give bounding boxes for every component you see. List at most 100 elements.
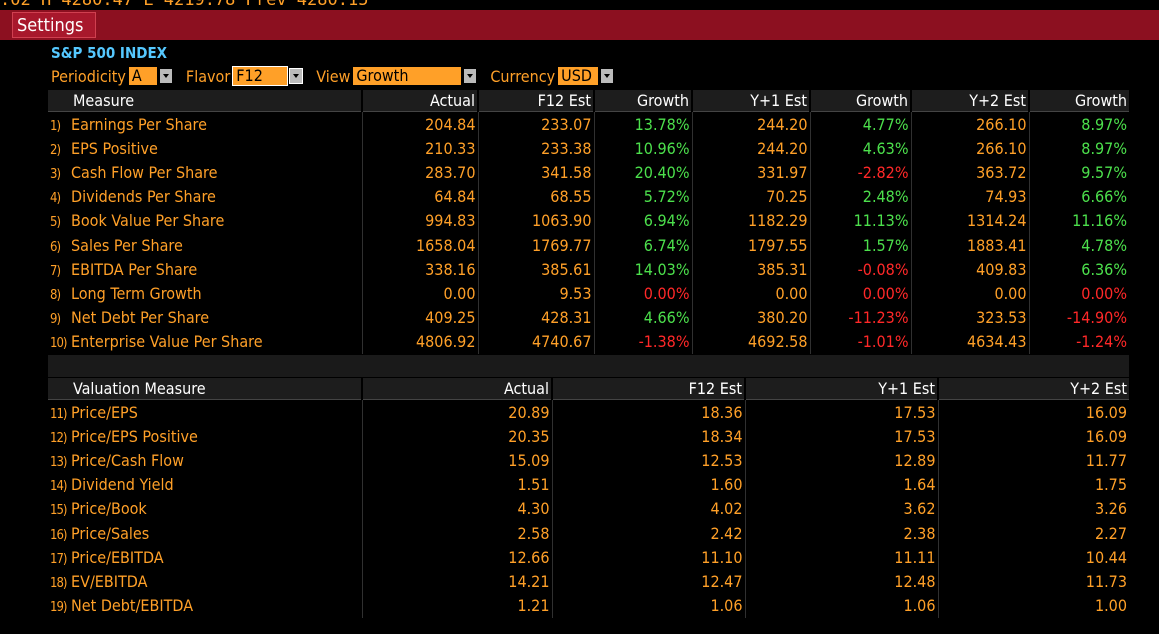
col-header-f12-est[interactable]: F12 Est: [477, 90, 594, 112]
col-header-y1-est[interactable]: Y+1 Est: [691, 90, 810, 112]
valuation-name[interactable]: Price/EBITDA: [71, 547, 164, 567]
measure-name-cell[interactable]: 10) Enterprise Value Per Share: [48, 330, 362, 354]
measure-name[interactable]: Long Term Growth: [71, 283, 202, 303]
valuation-name[interactable]: Net Debt/EBITDA: [71, 596, 194, 616]
measure-name-cell[interactable]: 9) Net Debt Per Share: [48, 306, 362, 330]
col-header-actual[interactable]: Actual: [361, 90, 478, 112]
periodicity-dropdown[interactable]: A: [128, 67, 172, 85]
table-row[interactable]: 11) Price/EPS 20.89 18.36 17.53 16.09: [48, 399, 1129, 425]
measure-name-cell[interactable]: 8) Long Term Growth: [48, 281, 362, 305]
chevron-down-icon[interactable]: [601, 69, 614, 83]
measure-name-cell[interactable]: 6) Sales Per Share: [48, 233, 362, 257]
valuation-name-cell[interactable]: 19) Net Debt/EBITDA: [48, 594, 362, 618]
col-header-actual[interactable]: Actual: [361, 378, 552, 400]
valuation-name[interactable]: Price/Book: [71, 499, 147, 519]
table-row[interactable]: 3) Cash Flow Per Share 283.70 341.58 20.40% 3…: [48, 160, 1129, 185]
growth-cell: 13.78%: [593, 111, 692, 137]
f12-est-cell: 12.47: [551, 569, 745, 594]
f12-est-cell: 1.06: [551, 593, 745, 618]
table-row[interactable]: 4) Dividends Per Share 64.84 68.55 5.72% 70.2…: [48, 184, 1129, 209]
valuation-name-cell[interactable]: 11) Price/EPS: [48, 400, 362, 425]
valuation-name-cell[interactable]: 17) Price/EBITDA: [48, 545, 362, 569]
measure-name[interactable]: Book Value Per Share: [71, 211, 225, 231]
measure-name-cell[interactable]: 3) Cash Flow Per Share: [48, 160, 362, 184]
f12-est-cell: 2.42: [551, 520, 745, 546]
y2-est-cell: 2.27: [937, 520, 1129, 546]
measure-name[interactable]: Net Debt Per Share: [71, 308, 210, 328]
measure-name-cell[interactable]: 1) Earnings Per Share: [48, 112, 362, 137]
table-row[interactable]: 12) Price/EPS Positive 20.35 18.34 17.53 16.0…: [48, 424, 1129, 449]
table-row[interactable]: 18) EV/EBITDA 14.21 12.47 12.48 11.73: [48, 569, 1129, 594]
y1-est-cell: 12.48: [744, 569, 938, 594]
table-row[interactable]: 8) Long Term Growth 0.00 9.53 0.00% 0.00 0.00%…: [48, 281, 1129, 306]
actual-cell: 409.25: [361, 305, 478, 330]
growth-cell: -1.38%: [593, 329, 692, 354]
measure-name[interactable]: Earnings Per Share: [71, 114, 207, 134]
flavor-dropdown[interactable]: F12: [232, 66, 304, 86]
table-row[interactable]: 16) Price/Sales 2.58 2.42 2.38 2.27: [48, 520, 1129, 546]
y2-est-cell: 3.26: [937, 496, 1129, 521]
col-header-y2-est[interactable]: Y+2 Est: [910, 90, 1029, 112]
col-header-growth[interactable]: Growth: [809, 90, 911, 112]
table-row[interactable]: 1) Earnings Per Share 204.84 233.07 13.78% 24…: [48, 111, 1129, 137]
valuation-name[interactable]: Price/EPS: [71, 402, 138, 422]
currency-dropdown[interactable]: USD: [558, 67, 614, 85]
chevron-down-icon[interactable]: [289, 68, 304, 84]
y2-est-cell: 363.72: [910, 160, 1029, 185]
settings-button[interactable]: Settings: [12, 12, 96, 38]
col-header-f12-est[interactable]: F12 Est: [551, 378, 745, 400]
valuation-name-cell[interactable]: 13) Price/Cash Flow: [48, 448, 362, 472]
valuation-name-cell[interactable]: 12) Price/EPS Positive: [48, 424, 362, 448]
col-header-growth[interactable]: Growth: [593, 90, 692, 112]
valuation-name[interactable]: Price/Sales: [71, 523, 150, 543]
chevron-down-icon[interactable]: [159, 69, 172, 83]
growth-cell: 8.97%: [1028, 111, 1129, 137]
currency-value[interactable]: USD: [558, 67, 599, 85]
actual-cell: 2.58: [361, 520, 552, 546]
valuation-name[interactable]: EV/EBITDA: [71, 571, 148, 591]
table-row[interactable]: 17) Price/EBITDA 12.66 11.10 11.11 10.44: [48, 545, 1129, 570]
col-header-measure[interactable]: Measure: [48, 90, 362, 112]
measure-name[interactable]: EBITDA Per Share: [71, 259, 198, 279]
col-header-valuation-measure[interactable]: Valuation Measure: [48, 378, 362, 400]
valuation-name-cell[interactable]: 14) Dividend Yield: [48, 473, 362, 497]
valuation-name[interactable]: Dividend Yield: [71, 475, 174, 495]
valuation-name-cell[interactable]: 16) Price/Sales: [48, 521, 362, 545]
view-dropdown[interactable]: Growth: [353, 67, 477, 85]
valuation-name[interactable]: Price/EPS Positive: [71, 426, 198, 446]
y1-est-cell: 70.25: [691, 184, 810, 209]
table-row[interactable]: 9) Net Debt Per Share 409.25 428.31 4.66% 380…: [48, 305, 1129, 330]
table-row[interactable]: 14) Dividend Yield 1.51 1.60 1.64 1.75: [48, 472, 1129, 497]
table-row[interactable]: 13) Price/Cash Flow 15.09 12.53 12.89 11.77: [48, 448, 1129, 473]
measure-name[interactable]: Cash Flow Per Share: [71, 162, 218, 182]
table-row[interactable]: 10) Enterprise Value Per Share 4806.92 4740…: [48, 329, 1129, 354]
table-row[interactable]: 6) Sales Per Share 1658.04 1769.77 6.74% 1797…: [48, 232, 1129, 258]
measure-name-cell[interactable]: 4) Dividends Per Share: [48, 185, 362, 209]
col-header-growth[interactable]: Growth: [1028, 90, 1129, 112]
table-row[interactable]: 2) EPS Positive 210.33 233.38 10.96% 244.20 4.…: [48, 136, 1129, 161]
measure-name[interactable]: Dividends Per Share: [71, 187, 216, 207]
valuation-name-cell[interactable]: 18) EV/EBITDA: [48, 569, 362, 593]
measure-name[interactable]: Sales Per Share: [71, 235, 183, 255]
measure-name-cell[interactable]: 2) EPS Positive: [48, 136, 362, 160]
table-row[interactable]: 5) Book Value Per Share 994.83 1063.90 6.94%…: [48, 208, 1129, 233]
view-value[interactable]: Growth: [353, 67, 462, 85]
table-row[interactable]: 19) Net Debt/EBITDA 1.21 1.06 1.06 1.00: [48, 593, 1129, 618]
table-row[interactable]: 7) EBITDA Per Share 338.16 385.61 14.03% 385.…: [48, 257, 1129, 282]
periodicity-value[interactable]: A: [128, 67, 157, 85]
row-number: 16): [50, 527, 67, 543]
row-number: 19): [50, 600, 67, 616]
actual-cell: 14.21: [361, 569, 552, 594]
measure-name-cell[interactable]: 7) EBITDA Per Share: [48, 257, 362, 281]
valuation-header-row: Valuation Measure Actual F12 Est Y+1 Est…: [48, 378, 1129, 400]
measure-name-cell[interactable]: 5) Book Value Per Share: [48, 209, 362, 233]
valuation-name[interactable]: Price/Cash Flow: [71, 450, 184, 470]
chevron-down-icon[interactable]: [464, 69, 477, 83]
table-row[interactable]: 15) Price/Book 4.30 4.02 3.62 3.26: [48, 496, 1129, 521]
flavor-value[interactable]: F12: [232, 66, 289, 86]
valuation-name-cell[interactable]: 15) Price/Book: [48, 497, 362, 521]
col-header-y1-est[interactable]: Y+1 Est: [744, 378, 938, 400]
measure-name[interactable]: EPS Positive: [71, 138, 158, 158]
measure-name[interactable]: Enterprise Value Per Share: [71, 332, 263, 352]
col-header-y2-est[interactable]: Y+2 Est: [937, 378, 1129, 400]
